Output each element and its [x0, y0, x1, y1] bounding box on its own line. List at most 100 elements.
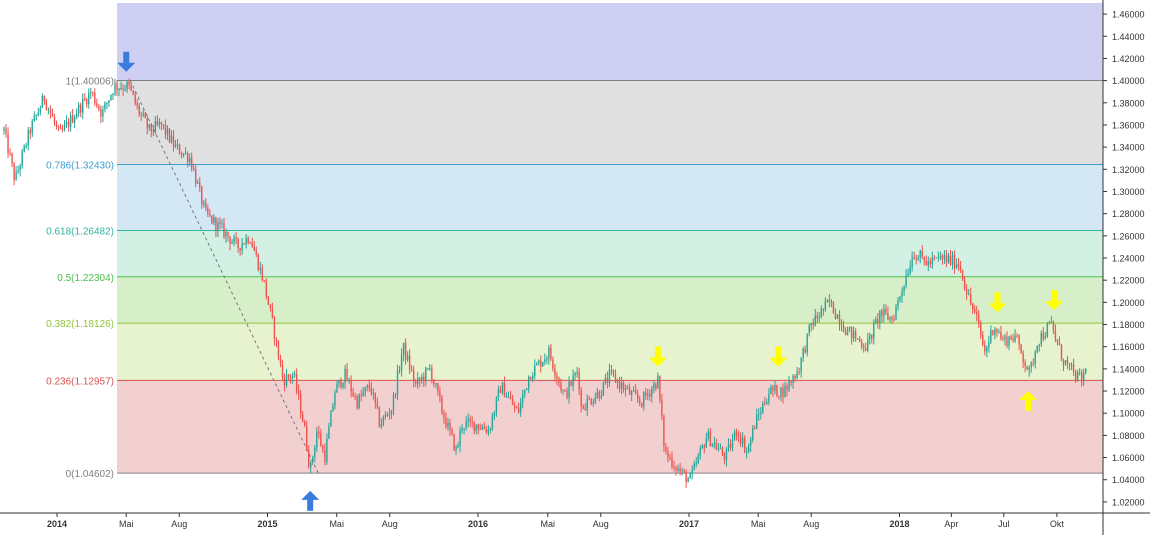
candle [469, 415, 471, 428]
candle [792, 374, 794, 389]
candle-body [566, 390, 568, 398]
candle-body [994, 328, 996, 335]
candle-body [356, 396, 358, 409]
candle-body [340, 379, 342, 388]
candle-body [969, 294, 972, 304]
candle [820, 305, 823, 319]
candle-body [913, 257, 915, 259]
candle [396, 364, 399, 401]
candle [854, 328, 857, 342]
candle-body [818, 317, 821, 319]
candle-body [79, 104, 82, 113]
candle-body [836, 315, 839, 319]
candle [132, 90, 134, 96]
candle [544, 353, 546, 366]
candle-body [982, 335, 984, 345]
candle-body [850, 326, 853, 339]
candle [705, 432, 708, 448]
candle [15, 165, 17, 181]
candle-body [752, 427, 754, 440]
candle [867, 332, 869, 353]
candle [261, 264, 264, 282]
candle-body [55, 122, 58, 127]
candle-body [604, 377, 607, 382]
candle-body [245, 237, 247, 244]
fib-band-4 [117, 276, 1103, 324]
candle [197, 179, 199, 184]
candle [306, 420, 308, 452]
candle-body [959, 265, 962, 270]
candle-body [388, 414, 391, 416]
candle [1068, 363, 1071, 371]
candle [887, 306, 889, 321]
candle-body [1016, 335, 1018, 337]
candle [990, 325, 992, 345]
candle-body [67, 121, 70, 128]
candle-body [598, 391, 601, 398]
candle-body [616, 380, 619, 383]
candle-body [293, 373, 296, 376]
candle-body [875, 319, 877, 323]
candle [590, 397, 592, 406]
candle [350, 375, 352, 398]
candle [352, 387, 354, 398]
candle-body [487, 429, 490, 433]
trendline[interactable] [129, 80, 319, 474]
candle-body [491, 415, 494, 429]
candle-body [636, 393, 639, 399]
candle-body [848, 326, 851, 330]
candle-body [9, 153, 11, 155]
candle [992, 329, 994, 336]
candle-body [988, 341, 990, 348]
candle-body [725, 448, 728, 461]
candle [33, 111, 35, 122]
candle-body [235, 237, 237, 239]
candle [392, 391, 395, 416]
candle [364, 386, 366, 397]
candle [427, 367, 429, 371]
candle-body [1010, 336, 1012, 339]
candle [509, 390, 512, 400]
candle-body [1022, 352, 1024, 363]
candle [295, 368, 298, 395]
candle [237, 237, 239, 253]
candle [334, 389, 336, 410]
candle [265, 278, 268, 300]
candle [552, 356, 554, 372]
candle-body [251, 243, 253, 248]
candle-body [15, 171, 17, 180]
candle [160, 121, 163, 131]
candle-body [150, 124, 153, 132]
candle [703, 443, 705, 454]
candle-body [507, 396, 510, 398]
candle-body [532, 376, 534, 380]
candle-body [84, 98, 86, 100]
candle [951, 251, 954, 270]
candle-body [203, 202, 205, 205]
candle [372, 388, 375, 400]
candle-body [929, 260, 932, 265]
candle [412, 365, 415, 388]
candle [523, 389, 526, 399]
candle [907, 268, 909, 277]
candle [303, 419, 306, 427]
candle [959, 260, 962, 274]
candle [201, 185, 203, 209]
candle-body [863, 346, 865, 349]
candle [647, 388, 649, 401]
candle-body [548, 347, 550, 359]
candle-body [118, 88, 120, 90]
arrow-down-icon [988, 292, 1007, 313]
candle [848, 326, 851, 333]
candle-body [810, 323, 812, 326]
candle-body [192, 168, 195, 170]
candle [869, 332, 871, 345]
candle-body [715, 443, 718, 450]
candle [588, 396, 590, 400]
candle-body [897, 299, 899, 307]
candle-body [283, 377, 286, 386]
candle [419, 376, 421, 388]
candle [671, 451, 673, 470]
y-tick-label: 1.22000 [1112, 276, 1145, 286]
